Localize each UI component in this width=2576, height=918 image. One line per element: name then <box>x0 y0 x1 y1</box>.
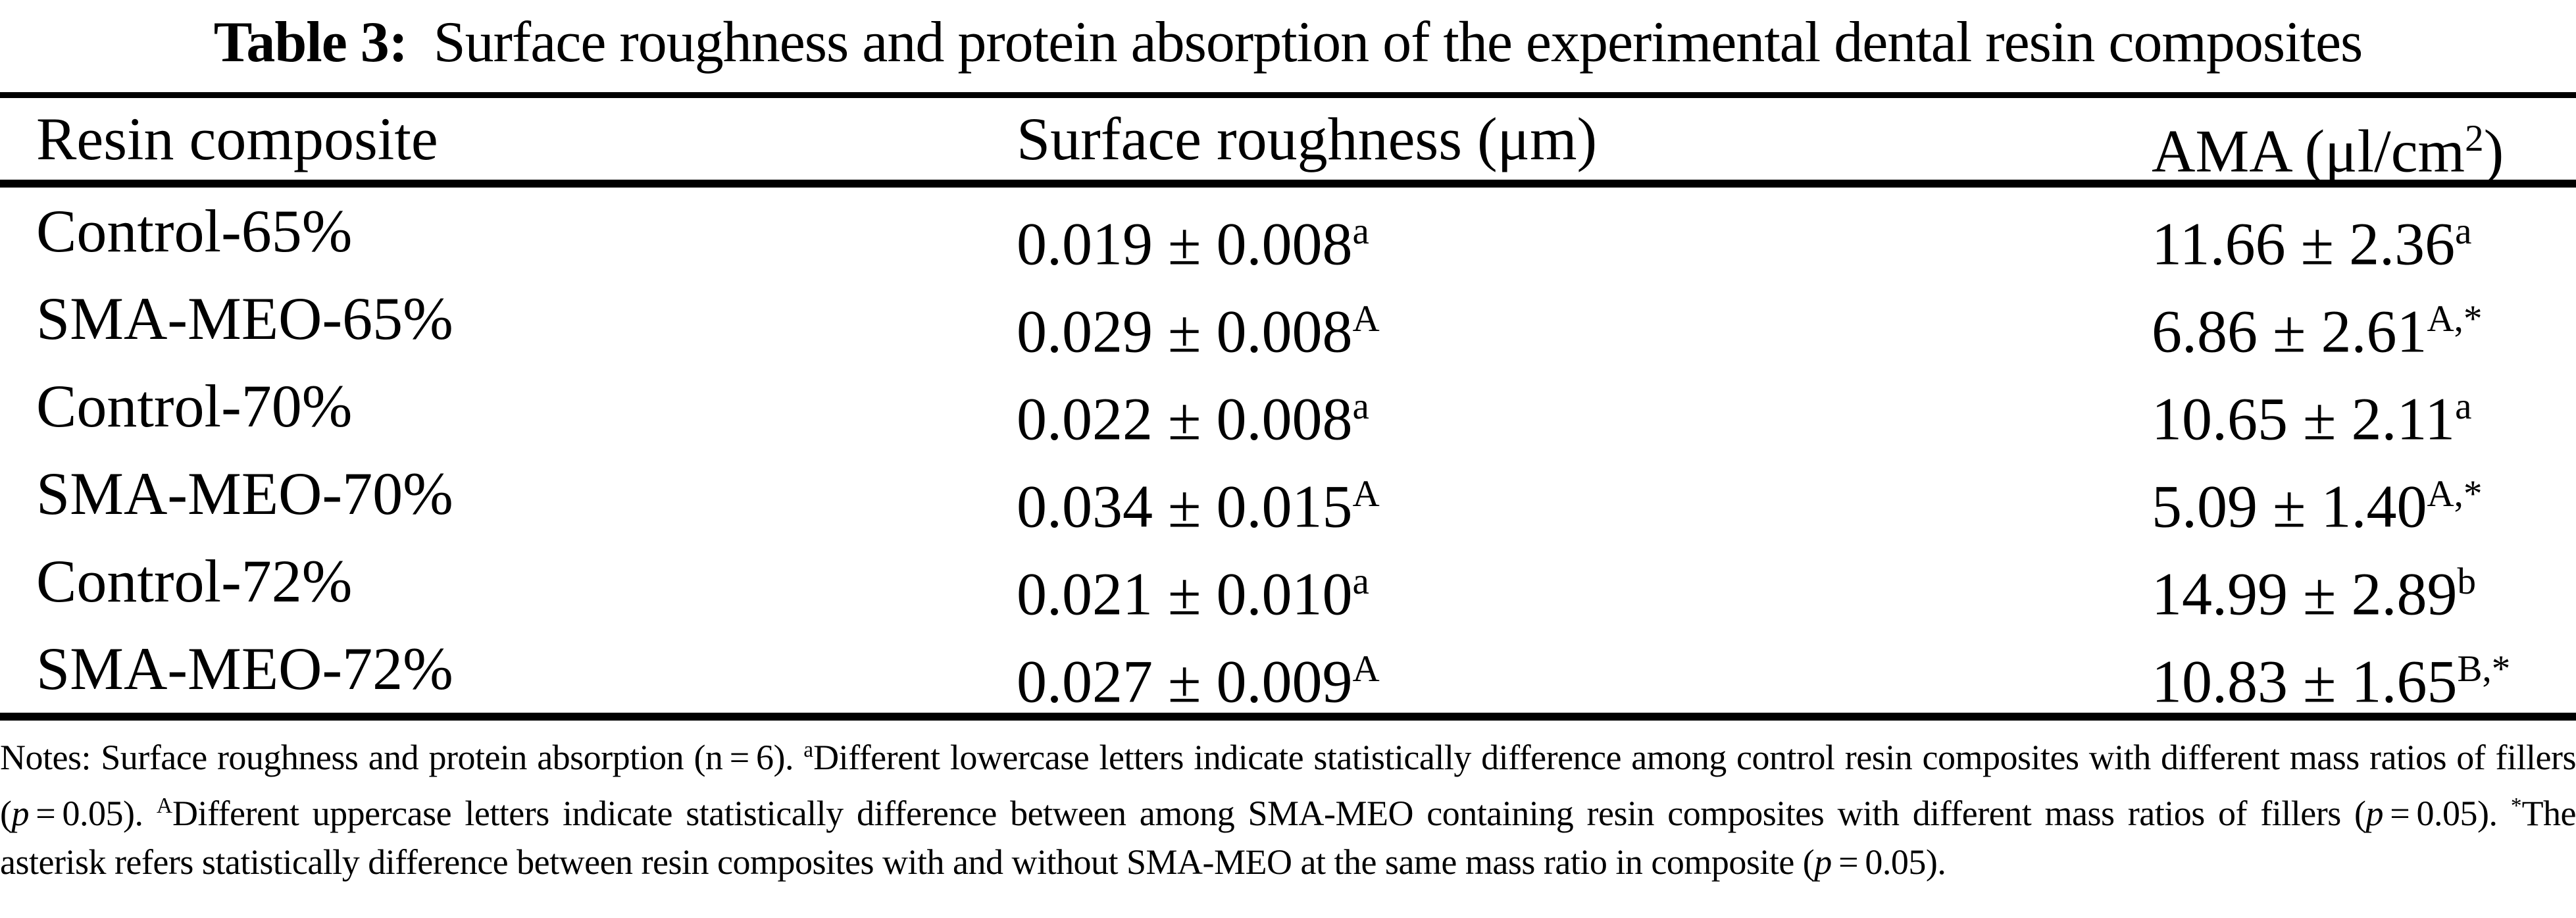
table-row: SMA-MEO-70% 0.034 ± 0.015A 5.09 ± 1.40A,… <box>0 450 2576 540</box>
table-row: Control-70% 0.022 ± 0.008a 10.65 ± 2.11a <box>0 363 2576 453</box>
cell-ama: 10.83 ± 1.65B,* <box>2152 625 2576 726</box>
ama-unit-prefix: AMA (μl/cm <box>2152 117 2465 185</box>
footnote-text-segment: = 0.05). <box>1831 842 1946 882</box>
cell-resin-composite: Control-72% <box>36 548 353 615</box>
cell-surface-roughness: 0.027 ± 0.009A <box>1017 625 2152 726</box>
column-header-surface-roughness: Surface roughness (μm) <box>1017 105 1598 172</box>
footnote-italic-p: p <box>2365 794 2383 833</box>
table-footnotes: Notes: Surface roughness and protein abs… <box>0 721 2576 886</box>
cell-surface-roughness: 0.022 ± 0.008a <box>1017 363 2152 463</box>
cell-surface-roughness: 0.034 ± 0.015A <box>1017 450 2152 551</box>
table-row: Control-65% 0.019 ± 0.008a 11.66 ± 2.36a <box>0 188 2576 278</box>
cell-resin-composite: SMA-MEO-72% <box>36 635 453 702</box>
column-header-ama: AMA (μl/cm2) <box>2152 98 2576 192</box>
cell-surface-roughness: 0.019 ± 0.008a <box>1017 188 2152 288</box>
cell-ama: 5.09 ± 1.40A,* <box>2152 450 2576 551</box>
ama-unit-suffix: ) <box>2483 117 2504 185</box>
roughness-value: 0.019 ± 0.008 <box>1017 210 1353 278</box>
table-row: Control-72% 0.021 ± 0.010a 14.99 ± 2.89b <box>0 538 2576 628</box>
ama-value: 11.66 ± 2.36 <box>2152 210 2456 278</box>
cell-surface-roughness: 0.029 ± 0.008A <box>1017 275 2152 376</box>
footnote-text-segment: = 0.05). <box>28 794 157 833</box>
table-header-row: Resin composite Surface roughness (μm) A… <box>0 98 2576 185</box>
ama-value: 14.99 ± 2.89 <box>2152 560 2458 628</box>
ama-superscript: a <box>2455 386 2472 427</box>
roughness-superscript: a <box>1352 561 1369 602</box>
ama-value: 5.09 ± 1.40 <box>2152 472 2427 540</box>
footnote-italic-p: p <box>11 794 29 833</box>
ama-superscript: b <box>2457 561 2477 602</box>
roughness-value: 0.022 ± 0.008 <box>1017 385 1353 453</box>
ama-value: 10.65 ± 2.11 <box>2152 385 2456 453</box>
roughness-superscript: A <box>1352 648 1380 690</box>
footnote-text-segment: The asterisk refers statistically differ… <box>0 794 2576 882</box>
footnote-text-segment: Notes: Surface roughness and protein abs… <box>0 738 804 777</box>
cell-resin-composite: SMA-MEO-70% <box>36 460 453 527</box>
cell-resin-composite: SMA-MEO-65% <box>36 285 453 352</box>
cell-ama: 6.86 ± 2.61A,* <box>2152 275 2576 376</box>
ama-value: 10.83 ± 1.65 <box>2152 648 2458 715</box>
table-row: SMA-MEO-72% 0.027 ± 0.009A 10.83 ± 1.65B… <box>0 625 2576 715</box>
table-rule-bottom <box>0 713 2576 721</box>
roughness-value: 0.034 ± 0.015 <box>1017 472 1353 540</box>
roughness-superscript: a <box>1352 211 1369 252</box>
ama-value: 6.86 ± 2.61 <box>2152 297 2427 365</box>
cell-ama: 14.99 ± 2.89b <box>2152 538 2576 638</box>
cell-resin-composite: Control-65% <box>36 197 353 265</box>
roughness-superscript: A <box>1352 473 1380 515</box>
ama-superscript: A,* <box>2427 473 2483 515</box>
roughness-value: 0.027 ± 0.009 <box>1017 648 1353 715</box>
footnote-italic-p: p <box>1814 842 1832 882</box>
table-rule-top <box>0 92 2576 98</box>
footnote-superscript-marker: A <box>156 794 172 818</box>
ama-superscript: A,* <box>2427 298 2483 340</box>
footnote-text-segment: Different lowercase letters indicate sta… <box>0 738 2576 833</box>
table-row: SMA-MEO-65% 0.029 ± 0.008A 6.86 ± 2.61A,… <box>0 275 2576 365</box>
table-number-label: Table 3: <box>213 11 408 74</box>
table-caption: Surface roughness and protein absorption… <box>433 11 2363 74</box>
column-header-resin-composite: Resin composite <box>36 105 438 172</box>
cell-resin-composite: Control-70% <box>36 372 353 440</box>
table-rule-header-separator <box>0 180 2576 188</box>
cell-surface-roughness: 0.021 ± 0.010a <box>1017 538 2152 638</box>
footnote-text-segment: = 0.05). <box>2383 794 2511 833</box>
footnote-text-segment: Different uppercase letters indicate sta… <box>172 794 2366 833</box>
cell-ama: 11.66 ± 2.36a <box>2152 188 2576 288</box>
ama-superscript: B,* <box>2457 648 2511 690</box>
roughness-superscript: a <box>1352 386 1369 427</box>
footnote-superscript-marker: a <box>803 738 814 762</box>
roughness-superscript: A <box>1352 298 1380 340</box>
page-title: Table 3: Surface roughness and protein ab… <box>0 0 2576 92</box>
roughness-value: 0.029 ± 0.008 <box>1017 297 1353 365</box>
ama-unit-exponent: 2 <box>2465 118 2484 159</box>
cell-ama: 10.65 ± 2.11a <box>2152 363 2576 463</box>
ama-superscript: a <box>2455 211 2472 252</box>
roughness-value: 0.021 ± 0.010 <box>1017 560 1353 628</box>
footnote-superscript-marker: * <box>2510 794 2522 818</box>
